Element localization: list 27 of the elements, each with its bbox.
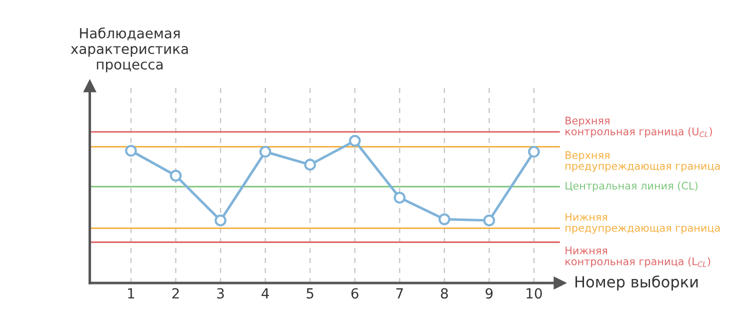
x-tick-label: 7 [396, 288, 403, 298]
ref-line-label: Нижняя контрольная граница (L$_{CL}$) [566, 246, 710, 268]
y-axis-title: Наблюдаемая характеристика процесса [70, 27, 188, 72]
x-tick-label: 3 [217, 288, 224, 299]
point [438, 213, 450, 226]
point [394, 192, 406, 204]
ref-line-label: Центральная линия (CL) [566, 182, 698, 192]
x-tick-label: 4 [262, 288, 269, 298]
point [125, 144, 137, 157]
ref-line-label: Верхняя предупреждающая граница [566, 151, 720, 172]
x-tick-label: 6 [351, 288, 358, 299]
x-tick-label: 1 [128, 288, 134, 298]
x-tick-label: 8 [440, 288, 448, 299]
point [214, 214, 226, 226]
ref-line-label: Нижняя предупреждающая граница [566, 213, 720, 234]
point [259, 146, 272, 158]
point [170, 170, 182, 182]
x-tick-label: 5 [306, 288, 314, 299]
point [528, 146, 540, 158]
point [304, 158, 316, 171]
x-tick-label: 9 [486, 288, 493, 299]
ref-line-label: Верхняя контрольная граница (U$_{CL}$) [566, 116, 712, 138]
x-tick-label: 10 [526, 288, 542, 299]
x-tick-label: 2 [172, 288, 179, 298]
point [348, 134, 361, 147]
point [483, 214, 496, 226]
x-axis-title: Номер выборки [576, 275, 698, 291]
